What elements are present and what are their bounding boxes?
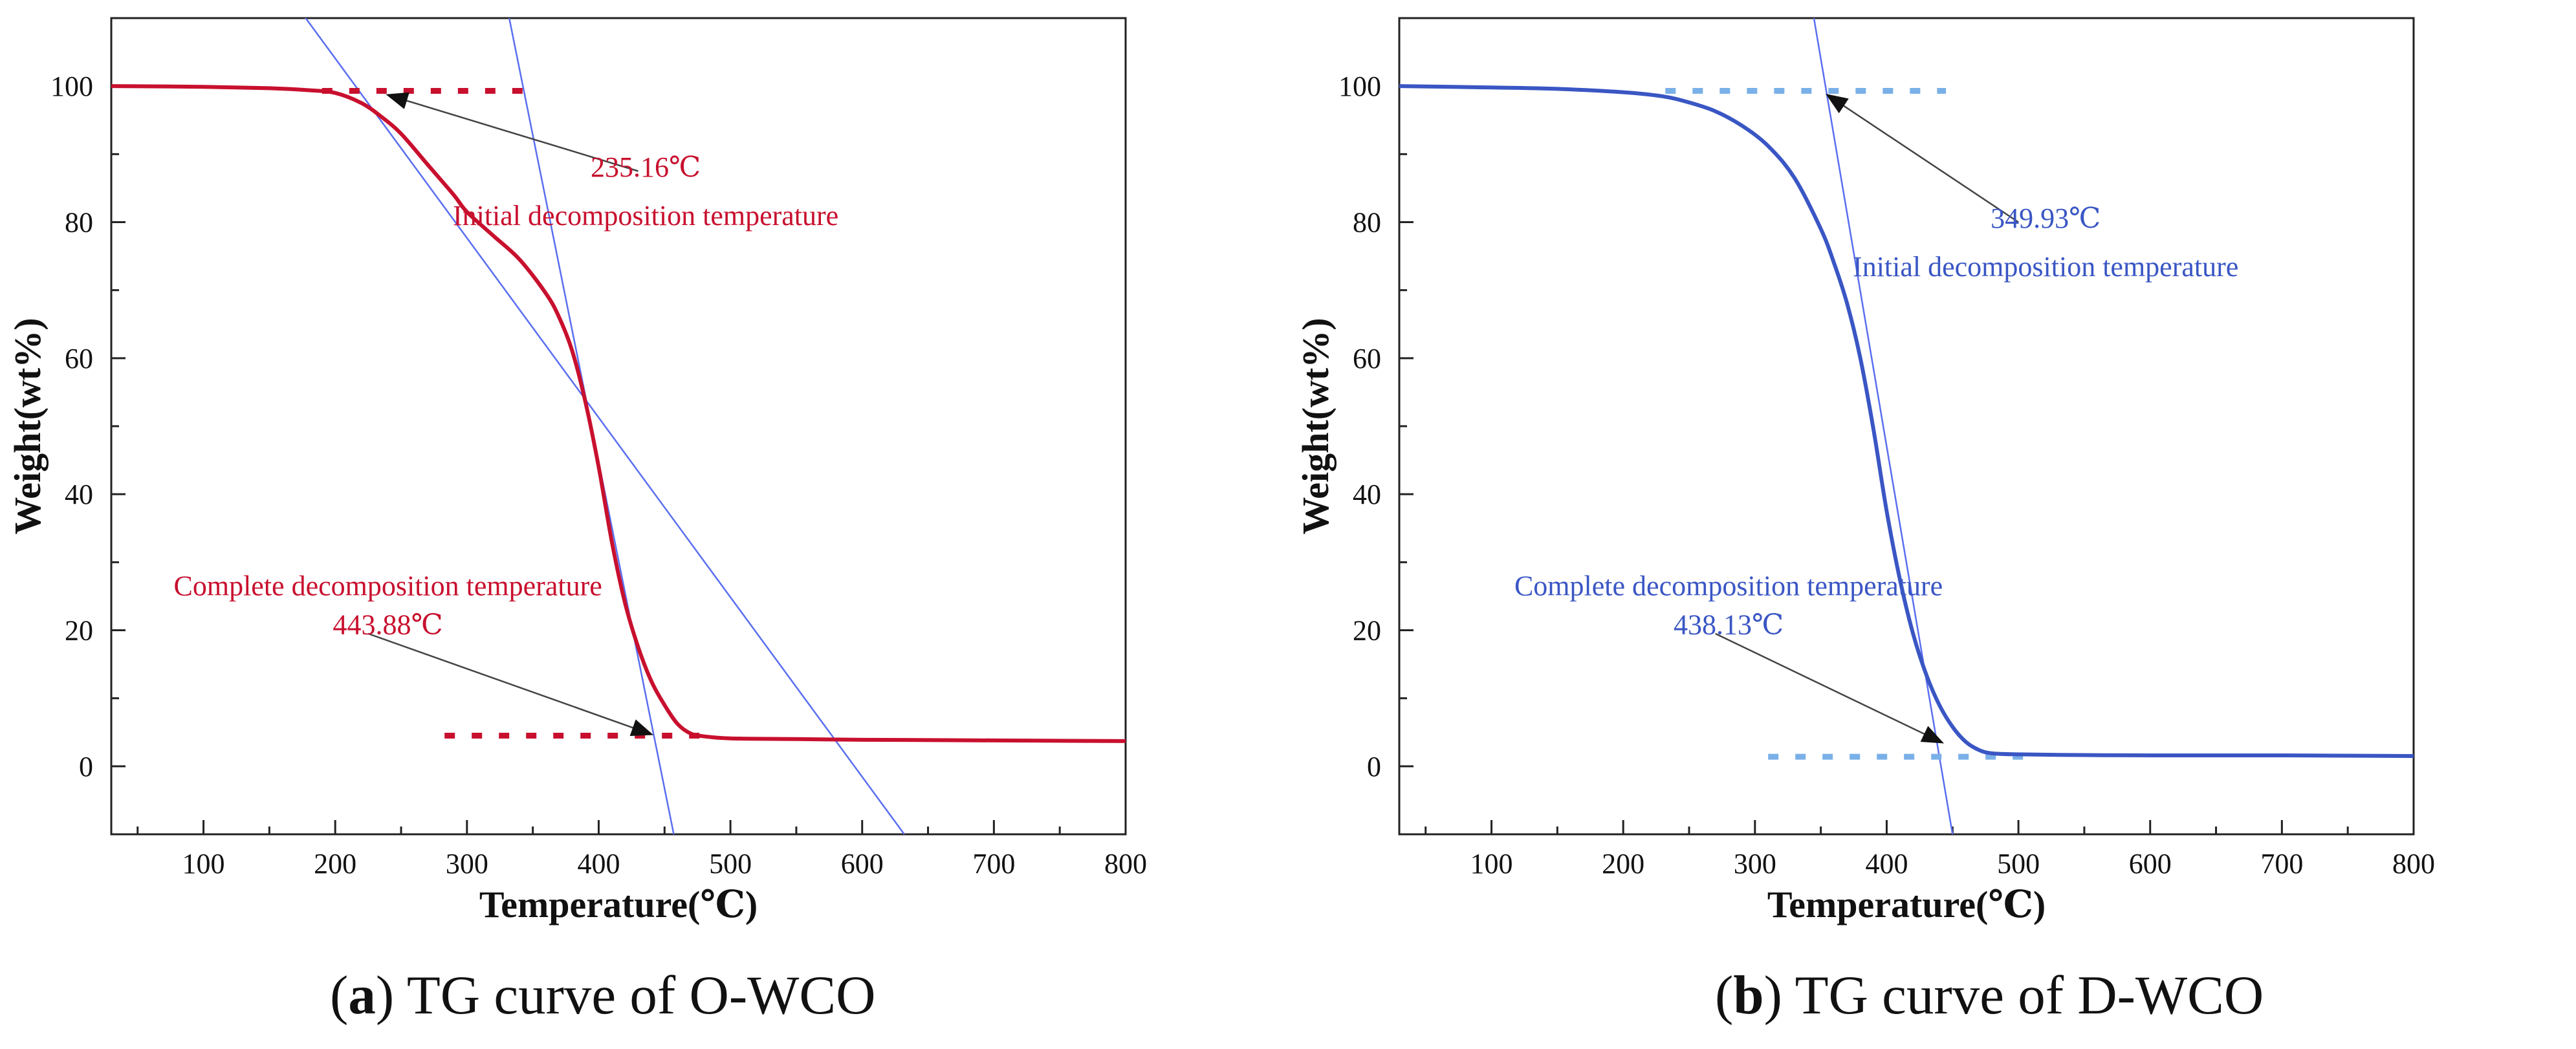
x-tick-label: 400 — [1865, 848, 1908, 880]
annotation-value: 349.93℃ — [1991, 202, 2101, 234]
x-tick-label: 400 — [577, 848, 620, 880]
tg-chart-o-wco: 100 200 300 400 500 600 700 800 0 20 40 60 80 100 Temp… — [6, 17, 1147, 925]
annotation-text: Initial decomposition temperature — [453, 200, 838, 232]
caption-a-text: TG curve of O-WCO — [406, 965, 876, 1026]
x-axis-label: Temperature(℃) — [479, 883, 758, 925]
x-tick-label: 500 — [709, 848, 752, 880]
y-tick-label: 100 — [50, 70, 93, 102]
chart-panel-b: 100 200 300 400 500 600 700 800 0 20 40 60 80 100 Temp… — [1288, 0, 2576, 1049]
annotation-value: 235.16℃ — [591, 151, 701, 183]
x-tick-label: 600 — [841, 848, 884, 880]
y-tick-label: 20 — [65, 615, 93, 647]
y-tick-label: 80 — [1353, 207, 1381, 239]
y-tick-label: 0 — [1367, 751, 1381, 783]
caption-a: (a) TG curve of O-WCO — [330, 965, 876, 1026]
plot-area — [1399, 18, 2414, 834]
x-tick-label: 300 — [446, 848, 488, 880]
annotation-value: 438.13℃ — [1674, 609, 1784, 641]
caption-b-letter: b — [1733, 965, 1764, 1026]
x-axis-label: Temperature(℃) — [1767, 883, 2046, 925]
annotation-value: 443.88℃ — [333, 609, 443, 641]
x-tick-label: 700 — [2260, 848, 2303, 880]
x-tick-label: 200 — [1602, 848, 1644, 880]
y-axis-label: Weight(wt%) — [6, 318, 49, 534]
caption-a-letter: a — [348, 965, 376, 1026]
caption-b: (b) TG curve of D-WCO — [1715, 965, 2264, 1026]
x-tick-label: 500 — [1997, 848, 2040, 880]
y-tick-label: 60 — [65, 343, 93, 374]
annotation-text: Complete decomposition temperature — [174, 570, 602, 602]
x-tick-label: 200 — [314, 848, 356, 880]
tg-chart-d-wco: 100 200 300 400 500 600 700 800 0 20 40 60 80 100 Temp… — [1294, 17, 2435, 925]
series-line-d-wco — [1399, 84, 2414, 759]
x-tick-label: 300 — [1734, 848, 1776, 880]
y-tick-label: 0 — [79, 751, 93, 783]
x-tick-label: 800 — [1104, 848, 1147, 880]
plot-frame — [1398, 17, 2415, 836]
annotation-arrow — [1825, 93, 2019, 223]
annotation-arrow — [386, 92, 639, 172]
x-tick-label: 100 — [182, 848, 225, 880]
y-axis-label: Weight(wt%) — [1294, 318, 1337, 534]
chart-panel-a: 100 200 300 400 500 600 700 800 0 20 40 60 80 100 Temp… — [6, 17, 1147, 1026]
annotation-arrow — [1715, 633, 1945, 744]
plot-area — [111, 18, 1126, 834]
y-tick-label: 80 — [65, 207, 93, 239]
y-tick-label: 100 — [1338, 70, 1381, 102]
x-tick-label: 100 — [1470, 848, 1513, 880]
caption-b-text: TG curve of D-WCO — [1795, 965, 2264, 1026]
tangent-line — [304, 18, 905, 834]
annotation-text: Initial decomposition temperature — [1853, 251, 2238, 283]
x-tick-label: 800 — [2392, 848, 2435, 880]
annotation-text: Complete decomposition temperature — [1514, 570, 1943, 602]
tangent-line — [1813, 18, 1954, 834]
y-tick-label: 20 — [1353, 615, 1381, 647]
annotation-arrow — [367, 633, 654, 736]
y-tick-label: 40 — [65, 479, 93, 510]
y-tick-label: 60 — [1353, 343, 1381, 374]
plot-frame — [110, 17, 1127, 836]
series-line-o-wco — [111, 84, 1126, 743]
x-tick-label: 600 — [2129, 848, 2172, 880]
x-tick-label: 700 — [972, 848, 1015, 880]
y-tick-label: 40 — [1353, 479, 1381, 510]
